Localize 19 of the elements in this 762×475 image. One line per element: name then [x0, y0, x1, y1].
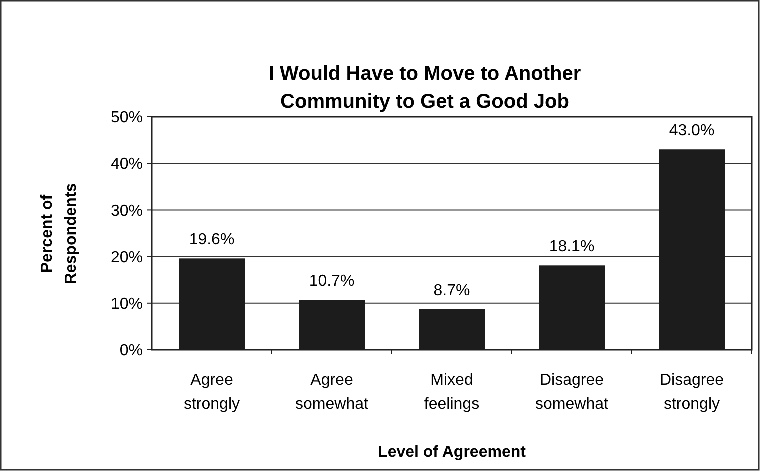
x-tick-label: Disagree somewhat [536, 372, 610, 413]
x-tick-label: Agree strongly [184, 372, 240, 413]
y-tick-label: 30% [110, 202, 143, 220]
data-label: 10.7% [309, 273, 355, 290]
x-tick-label: Mixed feelings [424, 372, 480, 413]
chart-title: I Would Have to Move to Another Community to Get a Good Job [268, 63, 582, 113]
x-tick-label: Disagree strongly [660, 372, 724, 413]
x-tick-label: Agree somewhat [296, 372, 370, 413]
y-axis-title: Percent of Respondents [39, 183, 80, 285]
y-tick-label: 10% [110, 296, 143, 313]
y-tick-label: 50% [110, 110, 143, 127]
data-label: 19.6% [189, 232, 235, 249]
y-tick-label: 0% [120, 342, 143, 360]
y-tick-label: 20% [110, 249, 143, 266]
data-label: 8.7% [434, 282, 470, 300]
y-tick-label: 40% [110, 156, 143, 174]
data-label: 43.0% [669, 122, 715, 140]
x-axis-title: Level of Agreement [378, 444, 527, 461]
data-label: 18.1% [549, 238, 595, 256]
